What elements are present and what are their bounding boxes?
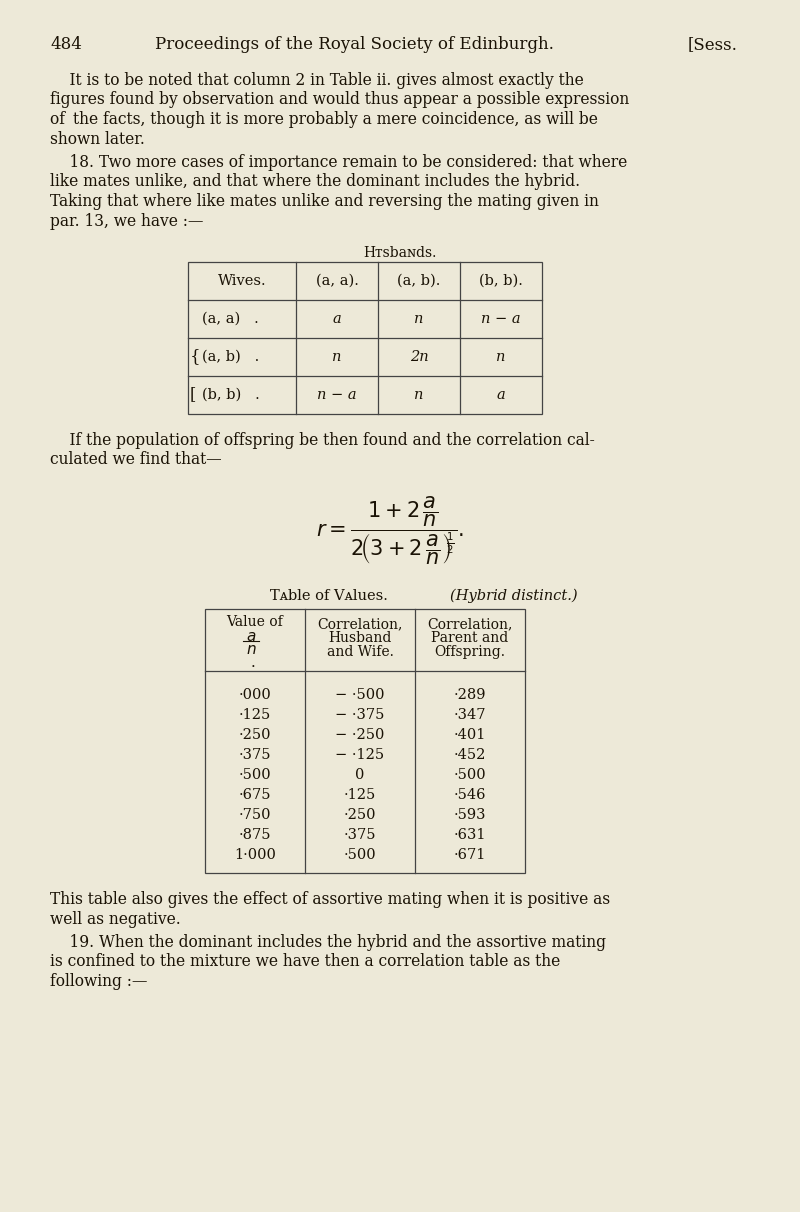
Text: [Sess.: [Sess.	[688, 36, 738, 53]
Text: (a, a).: (a, a).	[315, 274, 358, 288]
Text: ·289: ·289	[454, 688, 486, 702]
Text: Wives.: Wives.	[218, 274, 266, 288]
Text: n − a: n − a	[481, 311, 521, 326]
Bar	[205, 608, 525, 873]
Text: ·671: ·671	[454, 848, 486, 862]
Text: n: n	[496, 350, 506, 364]
Text: ·375: ·375	[238, 748, 271, 762]
Text: ·875: ·875	[238, 828, 271, 842]
Text: − ·125: − ·125	[335, 748, 385, 762]
Text: a: a	[333, 311, 342, 326]
Text: ·250: ·250	[238, 728, 271, 742]
Text: It is to be noted that column 2 in Table ii. gives almost exactly the: It is to be noted that column 2 in Table…	[50, 72, 584, 88]
Text: ·375: ·375	[344, 828, 376, 842]
Text: ·250: ·250	[344, 808, 376, 822]
Text: like mates unlike, and that where the dominant includes the hybrid.: like mates unlike, and that where the do…	[50, 173, 580, 190]
Text: Value of: Value of	[226, 614, 283, 629]
Text: 0: 0	[355, 768, 365, 782]
Text: {: {	[190, 349, 201, 366]
Text: ·500: ·500	[454, 768, 486, 782]
Text: Proceedings of the Royal Society of Edinburgh.: Proceedings of the Royal Society of Edin…	[155, 36, 554, 53]
Text: Correlation,: Correlation,	[318, 617, 402, 631]
Text: ·750: ·750	[238, 808, 271, 822]
Text: ·125: ·125	[239, 708, 271, 722]
Text: ·401: ·401	[454, 728, 486, 742]
Text: $r = \dfrac{1 + 2\,\dfrac{a}{n}}{2\!\left(3 + 2\,\dfrac{a}{n}\right)^{\!\!\frac{: $r = \dfrac{1 + 2\,\dfrac{a}{n}}{2\!\lef…	[316, 494, 464, 567]
Text: par. 13, we have :—: par. 13, we have :—	[50, 212, 203, 229]
Text: 1·000: 1·000	[234, 848, 276, 862]
Text: ·452: ·452	[454, 748, 486, 762]
Text: This table also gives the effect of assortive mating when it is positive as: This table also gives the effect of asso…	[50, 891, 610, 908]
Text: following :—: following :—	[50, 973, 147, 990]
Text: ·546: ·546	[454, 788, 486, 802]
Text: n: n	[414, 311, 424, 326]
Text: ·593: ·593	[454, 808, 486, 822]
Text: of  the facts, though it is more probably a mere coincidence, as will be: of the facts, though it is more probably…	[50, 112, 598, 128]
Text: (b, b).: (b, b).	[479, 274, 523, 288]
Text: (b, b)   .: (b, b) .	[202, 388, 260, 402]
Text: a: a	[497, 388, 506, 402]
Text: n: n	[332, 350, 342, 364]
Text: culated we find that—: culated we find that—	[50, 452, 222, 469]
Text: well as negative.: well as negative.	[50, 910, 181, 927]
Text: Tᴀble of Vᴀlues.: Tᴀble of Vᴀlues.	[270, 589, 388, 604]
Bar	[188, 262, 542, 415]
Text: n − a: n − a	[317, 388, 357, 402]
Text: figures found by observation and would thus appear a possible expression: figures found by observation and would t…	[50, 91, 630, 109]
Text: Offspring.: Offspring.	[434, 645, 506, 659]
Text: shown later.: shown later.	[50, 131, 145, 148]
Text: ·347: ·347	[454, 708, 486, 722]
Text: ·000: ·000	[238, 688, 271, 702]
Text: $n$: $n$	[246, 642, 256, 657]
Text: 19. When the dominant includes the hybrid and the assortive mating: 19. When the dominant includes the hybri…	[50, 934, 606, 951]
Text: ·500: ·500	[238, 768, 271, 782]
Text: − ·375: − ·375	[335, 708, 385, 722]
Text: If the population of offspring be then found and the correlation cal-: If the population of offspring be then f…	[50, 431, 594, 448]
Text: (a, b).: (a, b).	[398, 274, 441, 288]
Text: and Wife.: and Wife.	[326, 645, 394, 659]
Text: − ·250: − ·250	[335, 728, 385, 742]
Text: Hᴛsbaɴds.: Hᴛsbaɴds.	[363, 246, 437, 261]
Text: Husband: Husband	[328, 631, 392, 645]
Text: − ·500: − ·500	[335, 688, 385, 702]
Text: 484: 484	[50, 36, 82, 53]
Text: Taking that where like mates unlike and reversing the mating given in: Taking that where like mates unlike and …	[50, 193, 599, 210]
Text: 2n: 2n	[410, 350, 428, 364]
Text: ·125: ·125	[344, 788, 376, 802]
Text: [: [	[190, 387, 196, 404]
Text: (Hybrid distinct.): (Hybrid distinct.)	[450, 589, 578, 604]
Text: Correlation,: Correlation,	[427, 617, 513, 631]
Text: (a, b)   .: (a, b) .	[202, 350, 259, 364]
Text: is confined to the mixture we have then a correlation table as the: is confined to the mixture we have then …	[50, 954, 560, 971]
Text: $a$: $a$	[246, 629, 256, 644]
Text: n: n	[414, 388, 424, 402]
Text: Parent and: Parent and	[431, 631, 509, 645]
Text: ·500: ·500	[344, 848, 376, 862]
Text: ·631: ·631	[454, 828, 486, 842]
Text: (a, a)   .: (a, a) .	[202, 311, 258, 326]
Text: .: .	[250, 656, 255, 670]
Text: 18. Two more cases of importance remain to be considered: that where: 18. Two more cases of importance remain …	[50, 154, 627, 171]
Text: ·675: ·675	[238, 788, 271, 802]
